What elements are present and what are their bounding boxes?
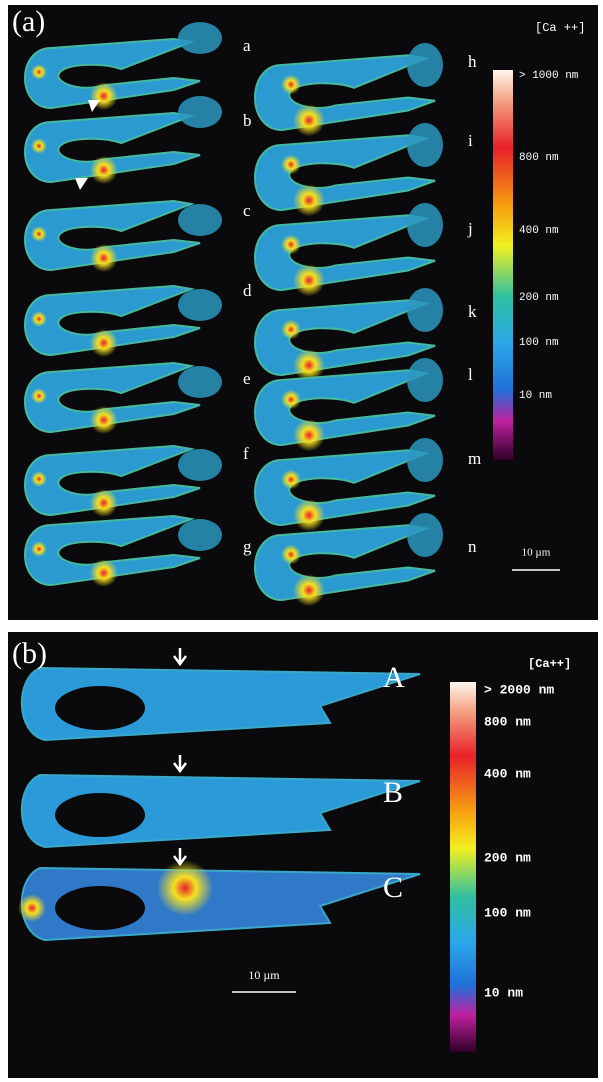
colorbar-label: 100 nm (484, 905, 531, 920)
cell-fragment (178, 96, 222, 128)
hot-spot (281, 470, 301, 490)
frame-label: h (468, 52, 477, 71)
cell-fragment (407, 203, 443, 247)
colorbar-label: 10 nm (519, 390, 552, 402)
colorbar-label: 200 nm (484, 850, 531, 865)
colorbar-label: 800 nm (519, 152, 559, 164)
colorbar-label: 400 nm (484, 766, 531, 781)
frame-label: i (468, 131, 473, 150)
hot-spot (281, 75, 301, 95)
hot-spot (281, 545, 301, 565)
colorbar-b (450, 682, 476, 1052)
frame-label: B (383, 776, 403, 809)
colorbar-a (493, 70, 513, 460)
hot-spot (293, 419, 325, 451)
colorbar-label: 200 nm (519, 292, 559, 304)
frame-label: m (468, 449, 481, 468)
frame-label: d (243, 281, 252, 300)
cell-fragment (178, 289, 222, 321)
colorbar-label: 100 nm (519, 337, 559, 349)
cell-fragment (407, 358, 443, 402)
frame-label: n (468, 537, 477, 556)
hot-spot (90, 156, 118, 184)
frame-label: b (243, 111, 252, 130)
frame-label: e (243, 369, 251, 388)
colorbar-title: [Ca++] (528, 657, 571, 671)
hot-spot (90, 489, 118, 517)
hot-spot (31, 64, 47, 80)
colorbar-title: [Ca ++] (535, 21, 585, 35)
frame-label: f (243, 444, 249, 463)
hot-spot (90, 329, 118, 357)
hot-spot (293, 184, 325, 216)
cell-hole (55, 886, 145, 930)
hot-spot (31, 311, 47, 327)
hot-spot (293, 499, 325, 531)
cell-hole (55, 686, 145, 730)
hot-spot (90, 244, 118, 272)
frame-label: l (468, 365, 473, 384)
frame-label: g (243, 537, 252, 556)
hot-spot (31, 138, 47, 154)
hot-spot (281, 235, 301, 255)
cell-fragment (407, 288, 443, 332)
frame-label: C (383, 871, 403, 904)
colorbar-label: 400 nm (519, 225, 559, 237)
cell-fragment (178, 22, 222, 54)
hot-spot (18, 894, 46, 922)
hot-spot (293, 574, 325, 606)
hot-spot (157, 860, 213, 916)
hot-spot (31, 471, 47, 487)
hot-spot (281, 320, 301, 340)
colorbar-label: > 2000 nm (484, 682, 554, 697)
cell-fragment (178, 366, 222, 398)
cell-fragment (407, 43, 443, 87)
figure: (a) [Ca ++] 10 µm (b) [Ca++] 10 µm > 100… (0, 0, 603, 1082)
scale-bar-label: 10 µm (248, 968, 280, 982)
cell-fragment (178, 204, 222, 236)
cell-fragment (407, 123, 443, 167)
hot-spot (90, 559, 118, 587)
panel-label: (b) (12, 637, 47, 670)
frame-label: c (243, 201, 251, 220)
hot-spot (31, 541, 47, 557)
cell-hole (55, 793, 145, 837)
cell-fragment (407, 513, 443, 557)
colorbar-label: > 1000 nm (519, 70, 579, 82)
hot-spot (293, 264, 325, 296)
frame-label: A (383, 661, 405, 694)
hot-spot (293, 104, 325, 136)
colorbar-label: 10 nm (484, 985, 523, 1000)
hot-spot (31, 388, 47, 404)
cell-fragment (178, 449, 222, 481)
hot-spot (281, 155, 301, 175)
hot-spot (31, 226, 47, 242)
page: {"panel_a":{"label":"(a)","colorbar_titl… (0, 0, 603, 1082)
hot-spot (90, 406, 118, 434)
cell-fragment (178, 519, 222, 551)
frame-label: k (468, 302, 477, 321)
scale-bar-label: 10 µm (522, 547, 551, 559)
cell-fragment (407, 438, 443, 482)
frame-label: j (467, 219, 473, 238)
colorbar-label: 800 nm (484, 714, 531, 729)
frame-label: a (243, 36, 251, 55)
hot-spot (281, 390, 301, 410)
panel-label: (a) (12, 5, 45, 38)
